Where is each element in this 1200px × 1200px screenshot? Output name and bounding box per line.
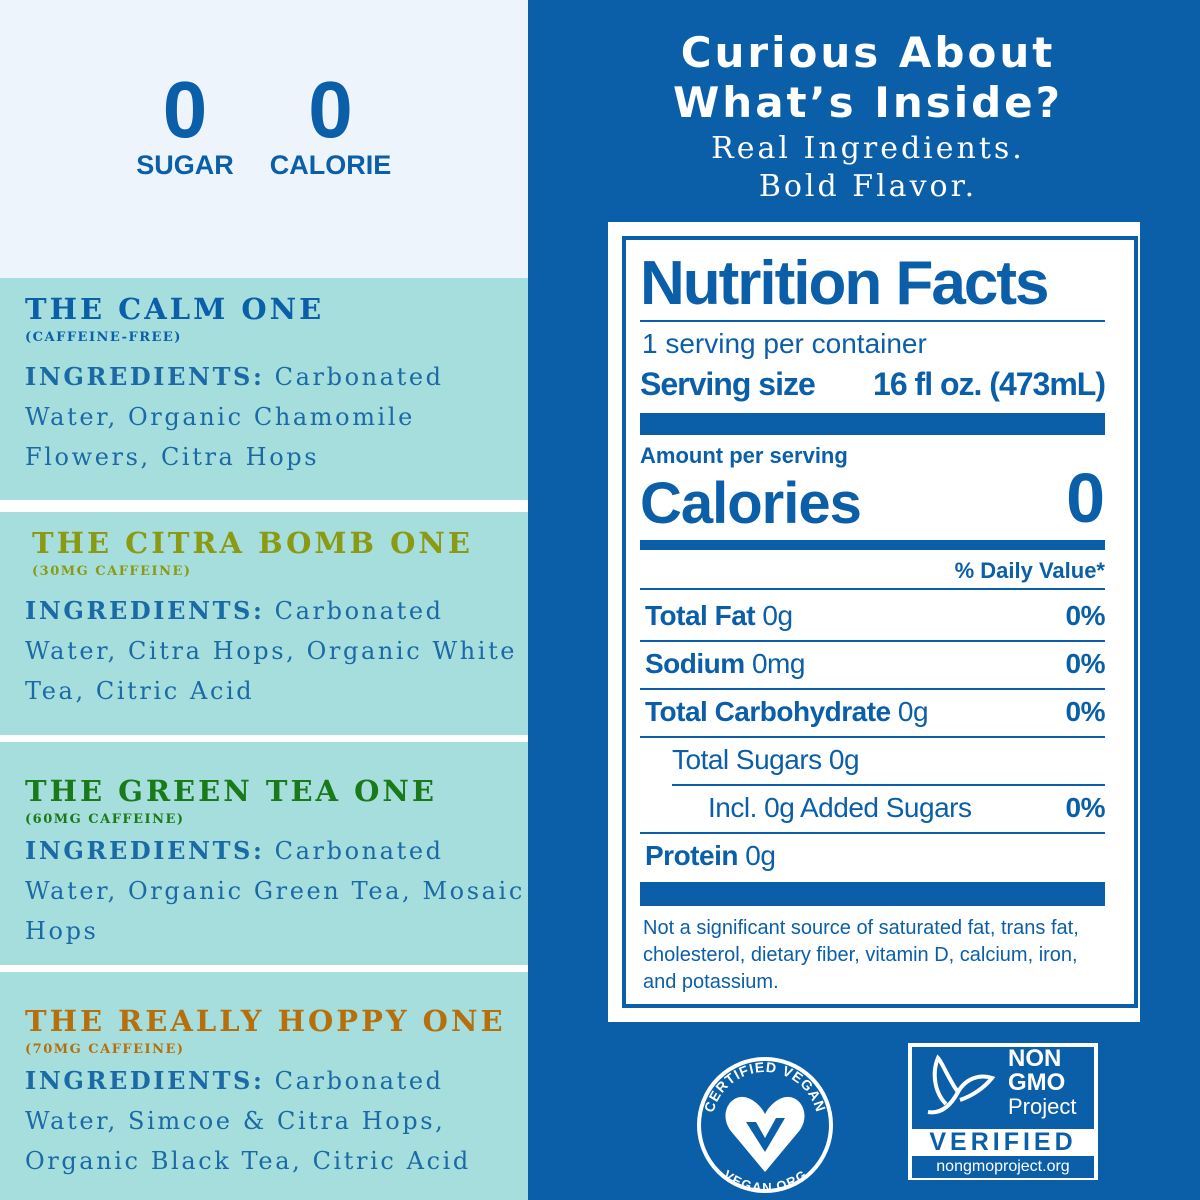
caffeine: (30MG CAFFEINE) — [32, 564, 192, 579]
servings: 1 serving per container — [642, 328, 927, 359]
rule — [640, 736, 1105, 738]
nutrient: Total Fat 0g — [645, 600, 793, 632]
ingredients-label: INGREDIENTS: — [25, 596, 265, 625]
badge-text: CERTIFIED VEGAN — [701, 1059, 830, 1114]
nutrient-dv: 0% — [1065, 648, 1106, 679]
nutrient-amount: 0mg — [751, 648, 805, 679]
bar — [640, 413, 1105, 435]
badge-ring — [697, 1057, 833, 1193]
rule — [640, 640, 1105, 642]
ingredients: INGREDIENTS: Carbonated Water, Organic G… — [25, 831, 525, 951]
butterfly-icon — [927, 1054, 996, 1115]
ingredients-text: Carbonated Water, Organic Chamomile Flow… — [25, 363, 444, 471]
nutrient: Total Sugars 0g — [672, 744, 860, 776]
nongmo-line: GMO — [1008, 1069, 1066, 1096]
flavor-card: THE REALLY HOPPY ONE (70MG CAFFEINE) ING… — [0, 972, 528, 1200]
bar — [640, 540, 1105, 550]
nutrient-name: Total Fat — [645, 600, 756, 631]
title-line: Curious About — [680, 28, 1056, 77]
stat: 0 CALORIE — [258, 70, 403, 181]
nongmo-top — [912, 1047, 1094, 1129]
caffeine: (CAFFEINE-FREE) — [25, 330, 182, 345]
nongmo-verified: VERIFIED — [929, 1128, 1077, 1156]
rule — [640, 320, 1105, 322]
subtitle-line: Bold Flavor. — [758, 169, 978, 204]
stat-label: CALORIE — [269, 150, 392, 180]
dv-header: % Daily Value* — [954, 558, 1105, 583]
amount-label: Amount per serving — [640, 443, 848, 468]
nutrient: Protein 0g — [645, 840, 776, 872]
nutrient: Total Carbohydrate 0g — [645, 696, 929, 728]
nutrient-name: Total Sugars — [672, 744, 822, 775]
rule — [640, 588, 1105, 590]
nutrient-name: Sodium — [645, 648, 745, 679]
flavor-card: THE CITRA BOMB ONE (30MG CAFFEINE) INGRE… — [0, 512, 528, 735]
title: Curious About What’s Inside? — [528, 28, 1200, 128]
nutrient-amount: 0g — [762, 600, 793, 631]
bar — [640, 882, 1105, 906]
nongmo-text: NON GMO Project — [1008, 1047, 1076, 1119]
nutrient-amount: 0g — [897, 696, 929, 727]
calories: 0 — [1066, 459, 1105, 537]
flavor-card: THE GREEN TEA ONE (60MG CAFFEINE) INGRED… — [0, 742, 528, 965]
subtitle-line: Real Ingredients. — [711, 131, 1025, 166]
nutrient-dv: 0% — [1065, 696, 1106, 727]
nutrient: Sodium 0mg — [645, 648, 805, 680]
badge-text: CERTIFIED VEGAN — [701, 1059, 829, 1114]
flavor-name: THE CALM ONE — [25, 292, 325, 326]
ingredients-label: INGREDIENTS: — [25, 362, 265, 391]
nutrient-name: Incl. 0g Added Sugars — [708, 792, 972, 823]
ingredients-label: INGREDIENTS: — [25, 836, 265, 865]
label-border — [622, 236, 1138, 1008]
butterfly — [927, 1054, 996, 1115]
caffeine: (60MG CAFFEINE) — [25, 812, 185, 827]
nutrient-amount: 0g — [828, 744, 860, 775]
stats-panel — [0, 0, 528, 278]
nutrient-dv: 0% — [1065, 792, 1106, 823]
vegan-badge: CERTIFIED VEGAN VEGAN.ORG — [697, 1057, 833, 1195]
rule — [672, 784, 1105, 786]
ingredients-text: Carbonated Water, Organic Green Tea, Mos… — [25, 837, 525, 945]
serving-size: 16 fl oz. (473mL) — [873, 366, 1106, 402]
heart-icon — [725, 1096, 805, 1172]
stat-label: SUGAR — [136, 150, 234, 180]
flavor-card: THE CALM ONE (CAFFEINE-FREE) INGREDIENTS… — [0, 278, 528, 500]
nongmo-line: Project — [1008, 1094, 1077, 1119]
nongmo-url: nongmoproject.org — [912, 1156, 1094, 1178]
nf-title: Nutrition Facts — [640, 249, 1049, 318]
title-line: What’s Inside? — [672, 78, 1064, 127]
flavor-name: THE REALLY HOPPY ONE — [25, 1004, 506, 1038]
rule — [640, 688, 1105, 690]
ingredients-text: Carbonated Water, Simcoe & Citra Hops, O… — [25, 1067, 471, 1175]
nutrient-amount: 0g — [745, 840, 776, 871]
stat: 0 SUGAR — [130, 70, 240, 181]
caffeine: (70MG CAFFEINE) — [25, 1042, 185, 1057]
ingredients: INGREDIENTS: Carbonated Water, Organic C… — [25, 357, 525, 477]
serving-size-label: Serving size — [640, 366, 816, 402]
stat-value: 0 — [308, 65, 353, 154]
nutrient-name: Total Carbohydrate — [645, 696, 891, 727]
rule — [640, 832, 1105, 834]
stat-value: 0 — [162, 65, 208, 154]
flavor-name: THE GREEN TEA ONE — [25, 774, 438, 808]
calories-label: Calories — [640, 471, 862, 536]
footnote: Not a significant source of saturated fa… — [643, 917, 1079, 993]
ingredients: INGREDIENTS: Carbonated Water, Citra Hop… — [25, 591, 525, 711]
ingredients-text: Carbonated Water, Citra Hops, Organic Wh… — [25, 597, 518, 705]
nongmo-line: NON — [1008, 1045, 1062, 1072]
ingredients: INGREDIENTS: Carbonated Water, Simcoe & … — [25, 1061, 525, 1181]
nutrient-name: Protein — [645, 840, 738, 871]
ingredients-label: INGREDIENTS: — [25, 1066, 265, 1095]
nutrient-dv: 0% — [1065, 600, 1106, 631]
flavor-name: THE CITRA BOMB ONE — [32, 526, 473, 560]
subtitle: Real Ingredients. Bold Flavor. — [528, 130, 1200, 206]
